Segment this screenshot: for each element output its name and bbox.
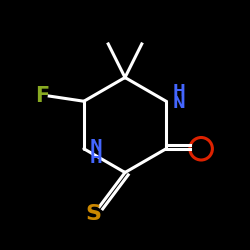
Text: S: S bbox=[85, 204, 101, 224]
Text: H: H bbox=[172, 84, 185, 99]
Text: N: N bbox=[90, 139, 103, 154]
Text: N: N bbox=[172, 96, 185, 111]
Text: H: H bbox=[90, 151, 103, 166]
Text: F: F bbox=[35, 86, 49, 106]
